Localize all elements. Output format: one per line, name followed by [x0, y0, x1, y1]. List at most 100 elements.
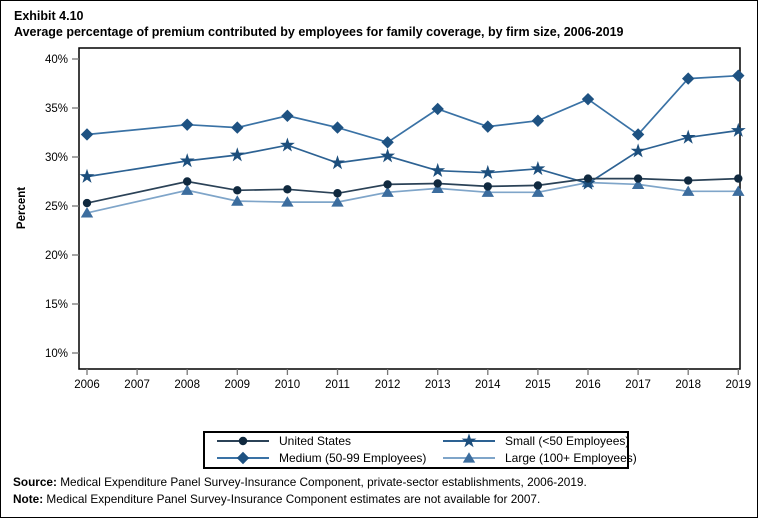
marker-large-100-employees-2017	[631, 178, 645, 190]
marker-united-states-2016	[583, 174, 593, 183]
plot-frame	[78, 47, 741, 370]
legend-marker-circle	[238, 436, 248, 446]
x-tick-label: 2006	[74, 379, 100, 391]
legend-entry-united-states: United States	[215, 433, 441, 449]
title-block: Exhibit 4.10 Average percentage of premi…	[14, 8, 624, 40]
marker-large-100-employees-2014	[481, 186, 494, 197]
legend-entry-small-50-employees: Small (<50 Employees)	[441, 433, 637, 449]
marker-medium-50-99-employees-2010	[281, 109, 294, 123]
legend-entry-medium-50-99-employees: Medium (50-99 Employees)	[215, 450, 441, 466]
legend-entry-large-100-employees: Large (100+ Employees)	[441, 450, 637, 466]
source-label: Source:	[13, 475, 57, 489]
marker-united-states-2010	[283, 185, 292, 194]
legend-marker-triangle-icon	[443, 452, 495, 463]
legend-marker-star	[461, 433, 477, 448]
marker-small-50-employees-2011	[330, 155, 345, 170]
y-tick-label: 40%	[45, 54, 68, 66]
legend-label: Medium (50-99 Employees)	[279, 451, 427, 465]
marker-large-100-employees-2008	[181, 184, 194, 195]
note-line: Note: Medical Expenditure Panel Survey-I…	[13, 491, 587, 508]
marker-united-states-2008	[183, 177, 192, 186]
x-tick-label: 2017	[625, 379, 651, 391]
marker-large-100-employees-2006	[80, 207, 94, 218]
exhibit-number: Exhibit 4.10	[14, 9, 84, 23]
x-tick-label: 2009	[225, 379, 251, 391]
series-large-100-employees	[80, 176, 745, 218]
y-tick-label: 25%	[45, 201, 68, 213]
marker-united-states-2018	[684, 176, 693, 185]
marker-medium-50-99-employees-2013	[431, 102, 444, 116]
y-axis-title: Percent	[16, 187, 28, 229]
legend-marker-triangle	[462, 452, 476, 463]
y-tick-label: 10%	[45, 348, 68, 360]
marker-small-50-employees-2017	[630, 143, 646, 158]
source-text: Medical Expenditure Panel Survey-Insuran…	[56, 475, 587, 489]
legend-marker-diamond	[236, 451, 250, 465]
legend-label: United States	[279, 434, 352, 448]
marker-small-50-employees-2018	[680, 129, 696, 144]
marker-large-100-employees-2019	[732, 185, 745, 196]
legend-marker-diamond-icon	[217, 451, 269, 465]
x-tick-label: 2016	[575, 379, 601, 391]
marker-medium-50-99-employees-2019	[732, 69, 745, 82]
marker-small-50-employees-2015	[530, 160, 546, 176]
x-tick-label: 2013	[425, 379, 451, 391]
marker-large-100-employees-2009	[231, 195, 244, 206]
marker-united-states-2017	[633, 174, 643, 183]
marker-united-states-2011	[333, 189, 342, 198]
marker-medium-50-99-employees-2017	[631, 128, 645, 141]
marker-large-100-employees-2012	[381, 186, 394, 197]
legend-marker-circle-icon	[217, 436, 269, 446]
x-tick-label: 2010	[275, 379, 301, 391]
marker-large-100-employees-2015	[531, 186, 545, 197]
note-label: Note:	[13, 492, 44, 506]
marker-small-50-employees-2008	[179, 153, 195, 168]
marker-medium-50-99-employees-2008	[181, 118, 194, 131]
y-tick-label: 30%	[45, 152, 68, 164]
marker-united-states-2012	[383, 180, 392, 189]
marker-united-states-2013	[433, 179, 442, 188]
y-tick-label: 15%	[45, 299, 68, 311]
marker-medium-50-99-employees-2009	[231, 121, 244, 134]
marker-medium-50-99-employees-2016	[581, 92, 595, 106]
chart-legend: United States Small (<50 Employees) Medium…	[203, 431, 637, 469]
marker-united-states-2009	[233, 186, 242, 195]
marker-united-states-2006	[82, 198, 92, 208]
series-medium-50-99-employees	[80, 69, 745, 149]
legend-label: Large (100+ Employees)	[505, 451, 637, 465]
marker-small-50-employees-2012	[380, 148, 396, 163]
marker-medium-50-99-employees-2011	[331, 121, 344, 134]
marker-united-states-2019	[734, 174, 743, 183]
x-tick-label: 2008	[174, 379, 200, 391]
x-tick-label: 2018	[675, 379, 701, 391]
marker-small-50-employees-2006	[79, 168, 95, 183]
x-tick-label: 2007	[124, 379, 150, 391]
marker-united-states-2015	[533, 181, 543, 190]
marker-medium-50-99-employees-2014	[481, 120, 494, 133]
marker-small-50-employees-2009	[229, 147, 245, 162]
marker-medium-50-99-employees-2006	[80, 128, 94, 141]
legend-marker-star-icon	[443, 433, 495, 448]
marker-small-50-employees-2019	[730, 122, 746, 137]
marker-medium-50-99-employees-2015	[531, 114, 545, 127]
marker-medium-50-99-employees-2012	[381, 136, 394, 149]
marker-large-100-employees-2011	[331, 196, 344, 207]
y-tick-label: 35%	[45, 103, 68, 115]
y-tick-label: 20%	[45, 250, 68, 262]
source-line: Source: Medical Expenditure Panel Survey…	[13, 474, 587, 491]
chart-title: Average percentage of premium contribute…	[14, 25, 624, 39]
x-tick-label: 2014	[475, 379, 501, 391]
legend-label: Small (<50 Employees)	[505, 434, 630, 448]
x-tick-label: 2012	[375, 379, 401, 391]
x-tick-label: 2011	[325, 379, 350, 391]
marker-large-100-employees-2013	[431, 182, 444, 193]
footer-block: Source: Medical Expenditure Panel Survey…	[13, 474, 587, 508]
x-tick-label: 2015	[525, 379, 551, 391]
marker-medium-50-99-employees-2018	[682, 72, 695, 85]
marker-small-50-employees-2013	[430, 162, 446, 178]
x-tick-label: 2019	[726, 379, 752, 391]
marker-united-states-2014	[483, 182, 492, 191]
marker-large-100-employees-2018	[682, 185, 695, 196]
note-text: Medical Expenditure Panel Survey-Insuran…	[43, 492, 541, 506]
